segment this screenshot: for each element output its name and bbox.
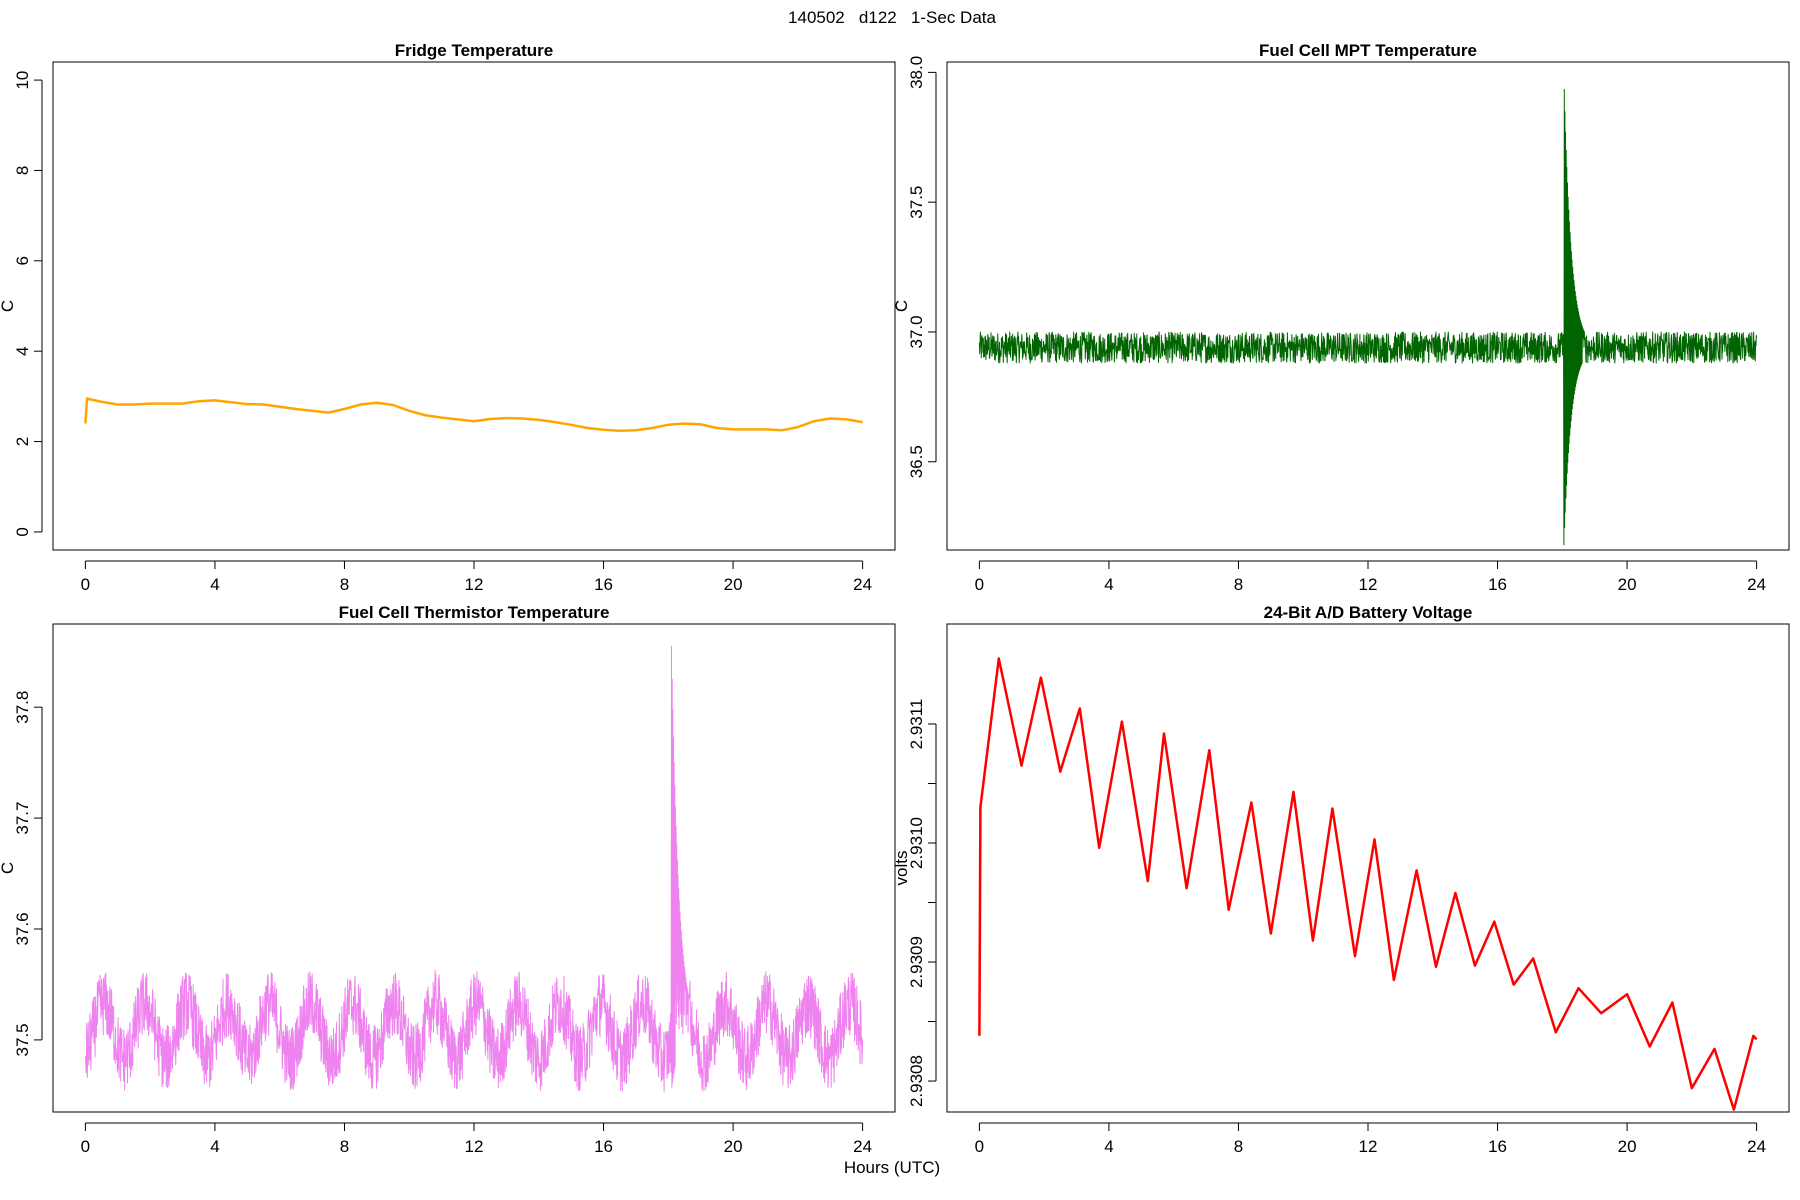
chart-0-y-tick-label: 10 — [13, 71, 32, 90]
chart-2-x-tick-label: 12 — [465, 1137, 484, 1156]
chart-0-y-tick-label: 0 — [13, 527, 32, 536]
chart-3-y-tick-label: 2.9310 — [907, 817, 926, 869]
chart-2-x-tick-label: 0 — [81, 1137, 90, 1156]
chart-3-y-tick-label: 2.9308 — [907, 1055, 926, 1107]
chart-0-x-tick-label: 24 — [853, 575, 872, 594]
suptitle: 140502 d122 1-Sec Data — [788, 8, 996, 27]
chart-1-y-axis-label: C — [892, 300, 911, 312]
chart-3-y-axis-label: volts — [892, 851, 911, 886]
chart-2-x-tick-label: 20 — [724, 1137, 743, 1156]
chart-1-plot-frame — [946, 61, 1790, 551]
chart-1-x-tick-label: 12 — [1359, 575, 1378, 594]
chart-1-series-line-fuel-cell-mpt-temperature — [978, 89, 1758, 546]
chart-3-x-tick-label: 16 — [1488, 1137, 1507, 1156]
chart-1-x-tick-label: 24 — [1747, 575, 1766, 594]
chart-2-plot-frame — [52, 623, 896, 1113]
chart-2-y-tick-label: 37.7 — [13, 802, 32, 835]
chart-0-y-tick-label: 4 — [13, 346, 32, 355]
chart-2-y-tick-label: 37.5 — [13, 1023, 32, 1056]
chart-0-y-tick-label: 2 — [13, 437, 32, 446]
chart-1-x-tick-label: 20 — [1618, 575, 1637, 594]
chart-3-x-tick-label: 12 — [1359, 1137, 1378, 1156]
chart-0-y-tick-label: 8 — [13, 166, 32, 175]
chart-2-title: Fuel Cell Thermistor Temperature — [339, 603, 610, 622]
chart-1-x-tick-label: 8 — [1234, 575, 1243, 594]
chart-3-plot-frame — [946, 623, 1790, 1113]
chart-3-x-tick-label: 4 — [1104, 1137, 1113, 1156]
chart-2-y-tick-label: 37.6 — [13, 912, 32, 945]
chart-0-x-tick-label: 20 — [724, 575, 743, 594]
chart-0-title: Fridge Temperature — [395, 41, 553, 60]
chart-3-title: 24-Bit A/D Battery Voltage — [1264, 603, 1473, 622]
panel-fridge-temperature: Fridge Temperature048121620240246810C — [0, 41, 896, 594]
chart-1-y-tick-label: 38.0 — [907, 56, 926, 89]
chart-0-x-tick-label: 12 — [465, 575, 484, 594]
chart-0-x-tick-label: 16 — [594, 575, 613, 594]
chart-2-x-tick-label: 24 — [853, 1137, 872, 1156]
chart-2-x-tick-label: 8 — [340, 1137, 349, 1156]
chart-2-x-tick-label: 4 — [210, 1137, 219, 1156]
chart-2-x-tick-label: 16 — [594, 1137, 613, 1156]
chart-2-y-axis-label: C — [0, 862, 17, 874]
chart-2-y-tick-label: 37.8 — [13, 691, 32, 724]
chart-1-y-tick-label: 37.0 — [907, 315, 926, 348]
chart-2-series-line-fuel-cell-thermistor-temperature — [84, 645, 864, 1092]
panel-fuel-cell-mpt-temperature: Fuel Cell MPT Temperature 0 4 8 12 16 20 24 36.5… — [892, 41, 1790, 594]
chart-0-x-tick-label: 8 — [340, 575, 349, 594]
chart-3-x-tick-label: 24 — [1747, 1137, 1766, 1156]
chart-3-x-tick-label: 0 — [975, 1137, 984, 1156]
chart-3-y-tick-label: 2.9311 — [907, 699, 926, 750]
figure-x-label: Hours (UTC) — [844, 1158, 940, 1177]
panel-battery-voltage: 24-Bit A/D Battery Voltage 0 4 8 12 16 20 24 2.9… — [892, 603, 1790, 1156]
chart-1-x-tick-label: 4 — [1104, 575, 1113, 594]
chart-1-title: Fuel Cell MPT Temperature — [1259, 41, 1477, 60]
chart-0-y-tick-label: 6 — [13, 256, 32, 265]
chart-3-x-tick-label: 8 — [1234, 1137, 1243, 1156]
chart-0-y-axis-label: C — [0, 300, 17, 312]
chart-0-x-tick-label: 0 — [81, 575, 90, 594]
chart-0-plot-frame — [52, 61, 896, 551]
panel-fuel-cell-thermistor-temperature: Fuel Cell Thermistor Temperature 0 4 8 12 16 2… — [0, 603, 896, 1156]
chart-1-y-tick-label: 36.5 — [907, 445, 926, 478]
chart-1-y-tick-label: 37.5 — [907, 186, 926, 219]
chart-3-x-tick-label: 20 — [1618, 1137, 1637, 1156]
chart-3-y-tick-label: 2.9309 — [907, 936, 926, 988]
chart-1-x-tick-label: 16 — [1488, 575, 1507, 594]
chart-3-series-line-24-bit-a-d-battery-voltage — [978, 657, 1758, 1111]
chart-0-series-line-fridge-temperature — [84, 397, 863, 432]
chart-0-x-tick-label: 4 — [210, 575, 219, 594]
chart-1-x-tick-label: 0 — [975, 575, 984, 594]
